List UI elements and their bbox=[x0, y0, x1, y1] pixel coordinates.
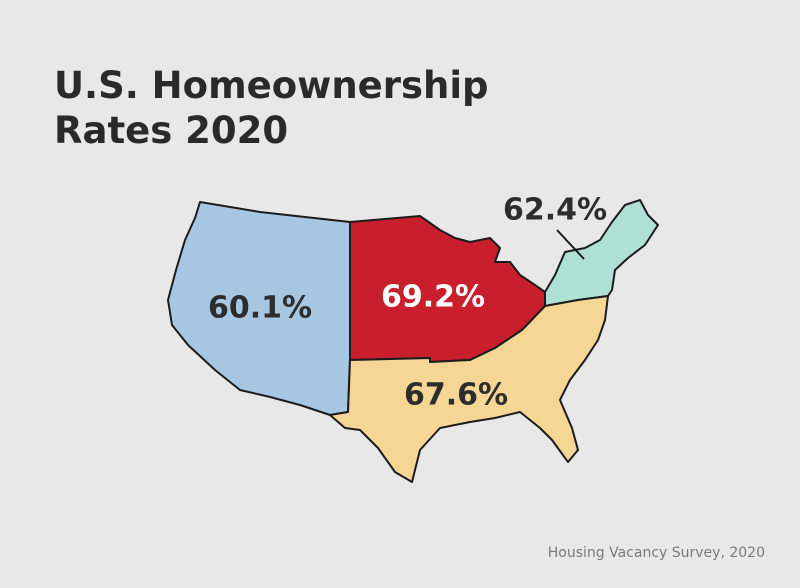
source: Housing Vacancy Survey, 2020 bbox=[548, 545, 765, 561]
region-label: 62.4% bbox=[503, 193, 607, 228]
region-label: 60.1% bbox=[208, 291, 312, 326]
leader-line bbox=[556, 229, 585, 260]
title-line: U.S. Homeownership bbox=[54, 64, 489, 107]
map bbox=[167, 199, 659, 483]
region-label: 67.6% bbox=[404, 378, 508, 413]
title-line: Rates 2020 bbox=[54, 109, 288, 152]
region-label: 69.2% bbox=[381, 280, 485, 315]
region-south bbox=[329, 295, 609, 483]
